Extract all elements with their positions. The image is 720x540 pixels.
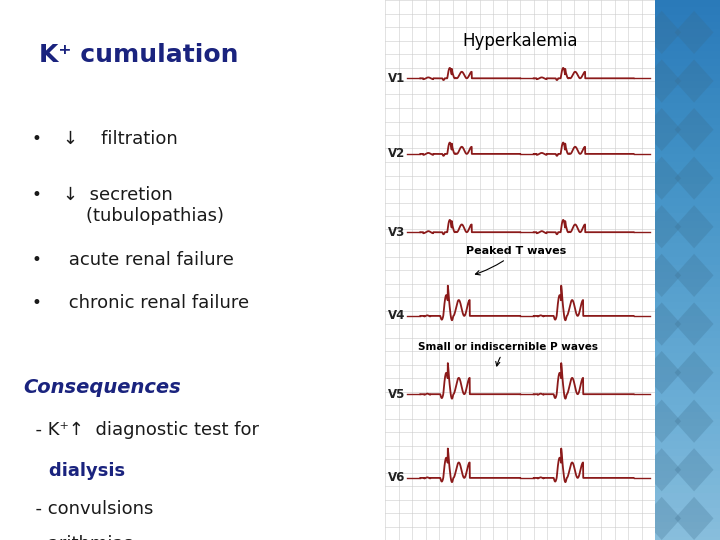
Polygon shape — [642, 254, 681, 297]
Text: V2: V2 — [388, 147, 405, 160]
Polygon shape — [675, 302, 714, 346]
Text: Hyperkalemia: Hyperkalemia — [462, 32, 578, 50]
Polygon shape — [642, 108, 681, 151]
Text: •: • — [32, 186, 41, 204]
Text: V1: V1 — [388, 72, 405, 85]
Text: chronic renal failure: chronic renal failure — [63, 294, 249, 312]
Polygon shape — [675, 254, 714, 297]
Polygon shape — [675, 351, 714, 394]
Polygon shape — [642, 157, 681, 200]
Text: Consequences: Consequences — [24, 378, 181, 397]
Text: - K⁺↑  diagnostic test for: - K⁺↑ diagnostic test for — [24, 421, 258, 439]
Polygon shape — [675, 497, 714, 540]
Text: V3: V3 — [388, 226, 405, 239]
Text: •: • — [32, 130, 41, 147]
Text: acute renal failure: acute renal failure — [63, 251, 234, 269]
Text: K⁺ cumulation: K⁺ cumulation — [40, 43, 239, 67]
Polygon shape — [642, 302, 681, 346]
Text: Peaked T waves: Peaked T waves — [467, 246, 567, 275]
Text: V5: V5 — [388, 388, 405, 401]
Text: - convulsions: - convulsions — [24, 500, 153, 517]
Text: V6: V6 — [388, 471, 405, 484]
Polygon shape — [675, 11, 714, 54]
Polygon shape — [675, 108, 714, 151]
Text: •: • — [32, 251, 41, 269]
Text: - arithmias: - arithmias — [24, 535, 132, 540]
Text: V4: V4 — [388, 309, 405, 322]
Text: Small or indiscernible P waves: Small or indiscernible P waves — [418, 342, 598, 366]
Polygon shape — [675, 205, 714, 248]
Polygon shape — [642, 400, 681, 443]
Polygon shape — [642, 59, 681, 103]
Polygon shape — [675, 448, 714, 491]
Polygon shape — [642, 205, 681, 248]
Polygon shape — [642, 11, 681, 54]
Text: ↓  secretion
    (tubulopathias): ↓ secretion (tubulopathias) — [63, 186, 224, 225]
Polygon shape — [642, 351, 681, 394]
Polygon shape — [642, 497, 681, 540]
Polygon shape — [675, 157, 714, 200]
Polygon shape — [675, 400, 714, 443]
Text: ↓    filtration: ↓ filtration — [63, 130, 178, 147]
Polygon shape — [642, 448, 681, 491]
Polygon shape — [675, 59, 714, 103]
Text: •: • — [32, 294, 41, 312]
Text: dialysis: dialysis — [24, 462, 125, 480]
